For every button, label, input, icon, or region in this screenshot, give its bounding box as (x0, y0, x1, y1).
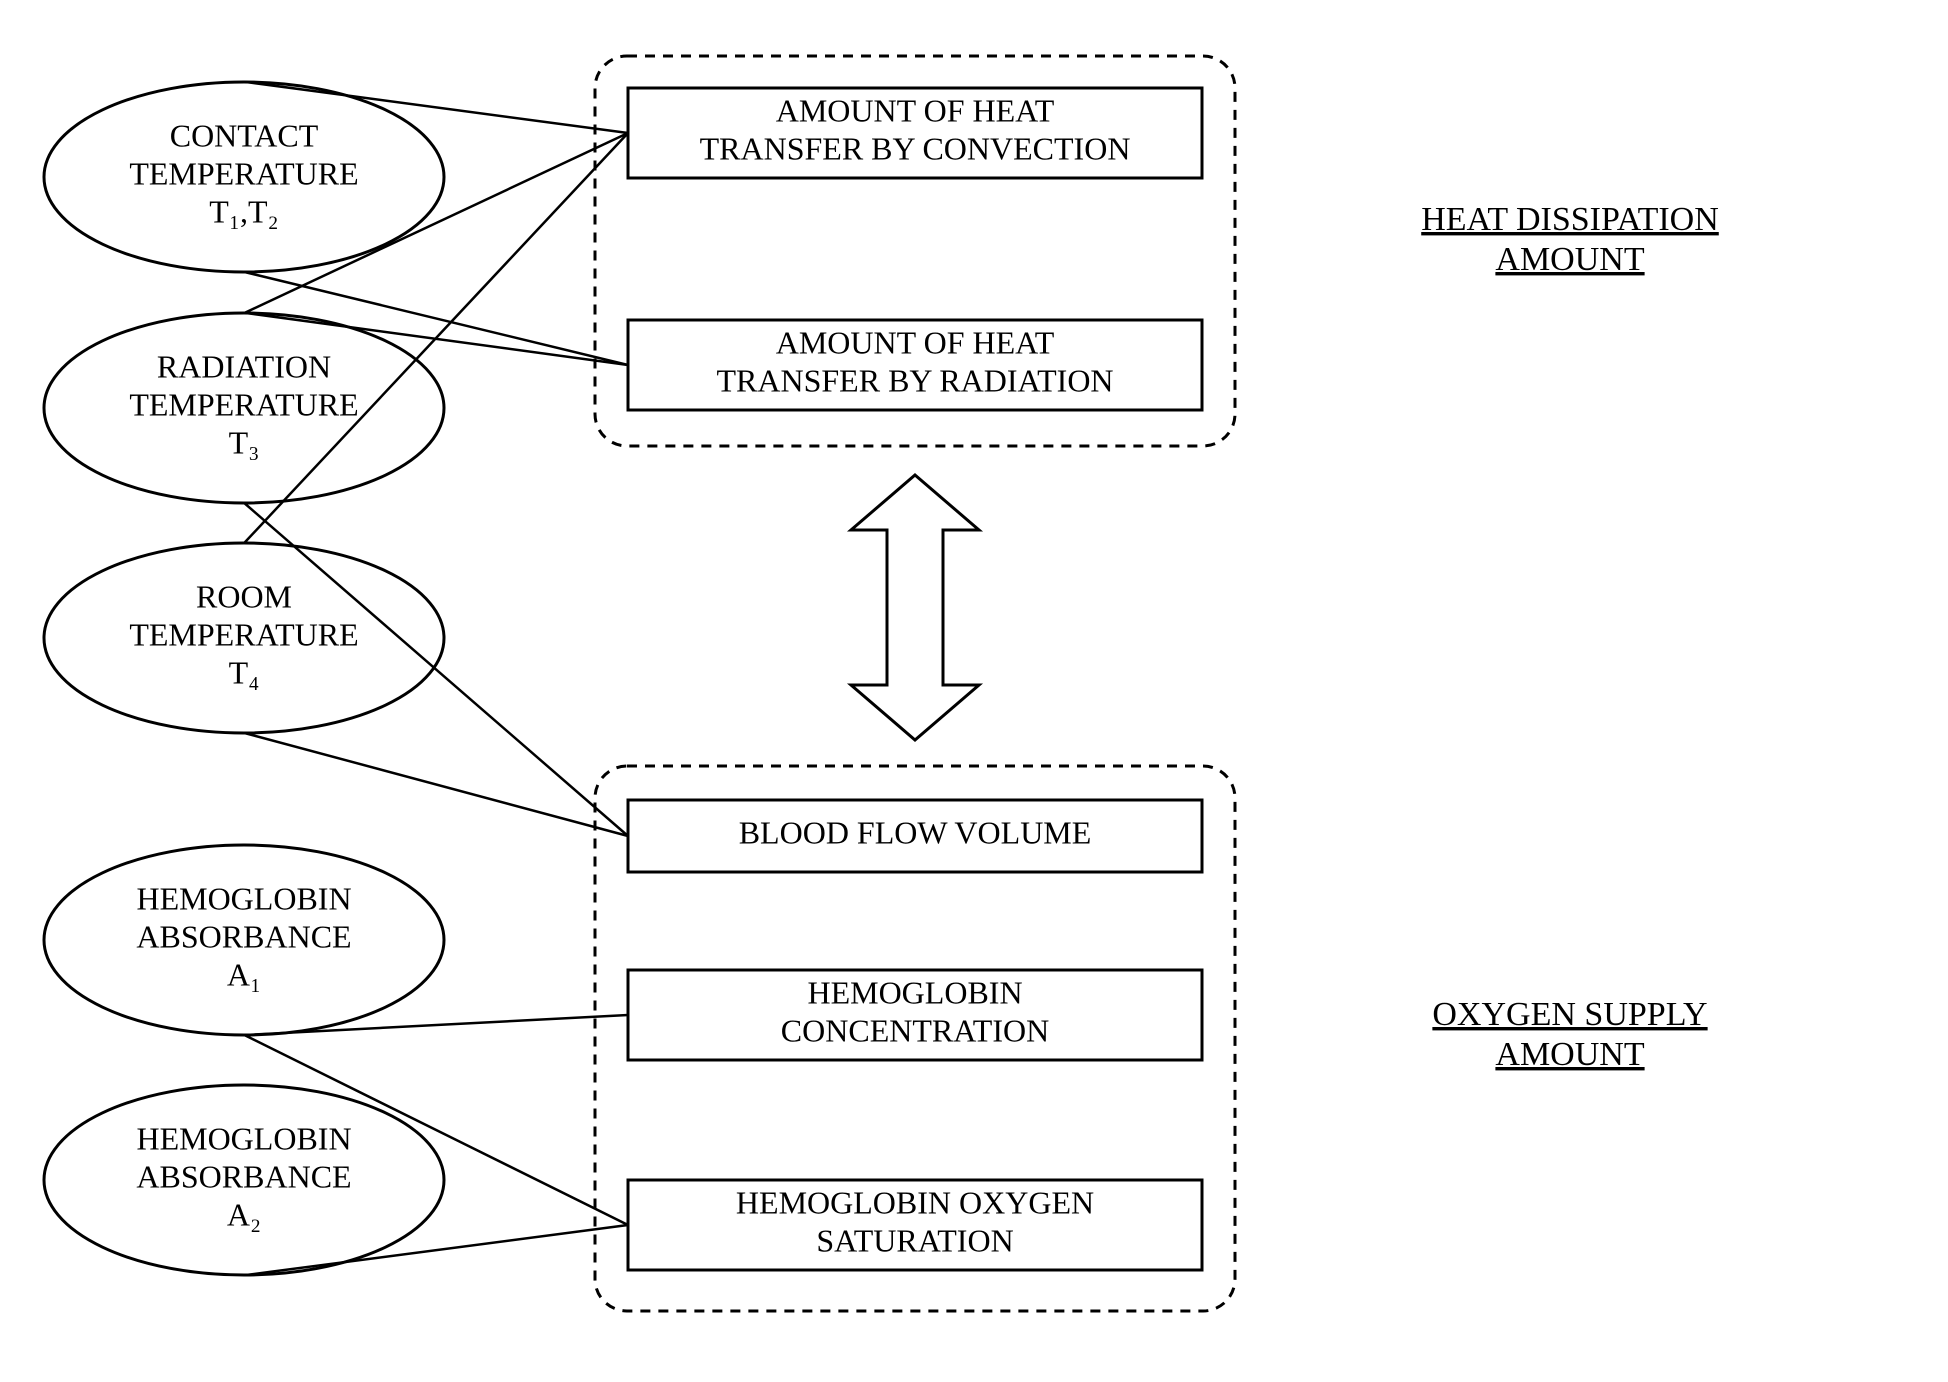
contact-temp-label-0: CONTACT (170, 117, 319, 153)
hb-abs-2-sub: A₂ (227, 1196, 261, 1232)
hbconc-label-0: HEMOGLOBIN (807, 974, 1022, 1010)
hb-abs-1-sub: A₁ (227, 956, 261, 992)
hbo2: HEMOGLOBIN OXYGENSATURATION (628, 1180, 1202, 1270)
oxygen-group-label-0: OXYGEN SUPPLY (1432, 996, 1707, 1033)
hb-abs-2-label-1: ABSORBANCE (136, 1158, 351, 1194)
hb-abs-2: HEMOGLOBINABSORBANCEA₂ (44, 1085, 444, 1275)
hbo2-label-0: HEMOGLOBIN OXYGEN (736, 1184, 1094, 1220)
hb-abs-1: HEMOGLOBINABSORBANCEA₁ (44, 845, 444, 1035)
conv-label-0: AMOUNT OF HEAT (776, 92, 1055, 128)
rad-label-0: AMOUNT OF HEAT (776, 324, 1055, 360)
heat-group-label-0: HEAT DISSIPATION (1421, 201, 1719, 238)
hbconc: HEMOGLOBINCONCENTRATION (628, 970, 1202, 1060)
hbo2-label-1: SATURATION (816, 1222, 1013, 1258)
room-temp-label-0: ROOM (196, 578, 292, 614)
radiation-temp: RADIATIONTEMPERATURET₃ (44, 313, 444, 503)
hb-abs-1-label-1: ABSORBANCE (136, 918, 351, 954)
oxygen-group-label-1: AMOUNT (1495, 1036, 1644, 1073)
blood-label-0: BLOOD FLOW VOLUME (739, 814, 1092, 850)
radiation-temp-label-0: RADIATION (157, 348, 331, 384)
radiation-temp-label-1: TEMPERATURE (129, 386, 358, 422)
heat-group-label-1: AMOUNT (1495, 241, 1644, 278)
room-temp-sub: T₄ (229, 654, 260, 690)
hb-abs-1-label-0: HEMOGLOBIN (136, 880, 351, 916)
conv: AMOUNT OF HEATTRANSFER BY CONVECTION (628, 88, 1202, 178)
room-temp-label-1: TEMPERATURE (129, 616, 358, 652)
blood: BLOOD FLOW VOLUME (628, 800, 1202, 872)
rad: AMOUNT OF HEATTRANSFER BY RADIATION (628, 320, 1202, 410)
contact-temp: CONTACTTEMPERATURET₁,T₂ (44, 82, 444, 272)
contact-temp-label-1: TEMPERATURE (129, 155, 358, 191)
hbconc-label-1: CONCENTRATION (781, 1012, 1049, 1048)
room-temp: ROOMTEMPERATURET₄ (44, 543, 444, 733)
contact-temp-sub: T₁,T₂ (209, 193, 278, 229)
radiation-temp-sub: T₃ (229, 424, 260, 460)
rad-label-1: TRANSFER BY RADIATION (716, 362, 1113, 398)
conv-label-1: TRANSFER BY CONVECTION (700, 130, 1131, 166)
hb-abs-2-label-0: HEMOGLOBIN (136, 1120, 351, 1156)
diagram-root: CONTACTTEMPERATURET₁,T₂RADIATIONTEMPERAT… (0, 0, 1948, 1382)
